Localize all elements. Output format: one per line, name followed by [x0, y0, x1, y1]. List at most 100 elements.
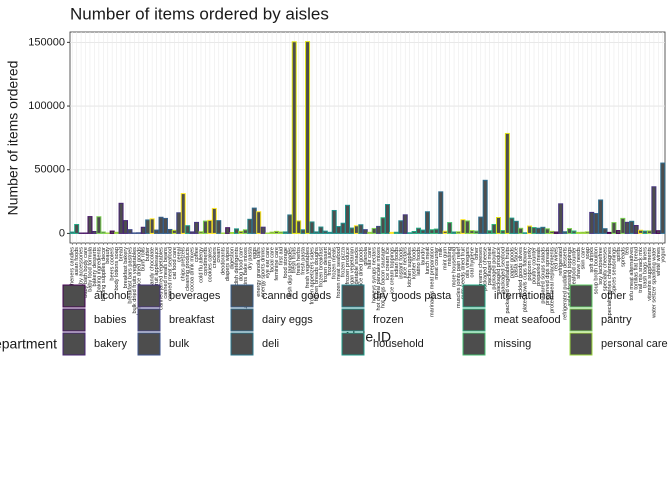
bar	[571, 230, 577, 234]
bar	[420, 229, 426, 234]
x-tick-label: soup broth bouillon	[594, 247, 600, 294]
x-tick-label: food storage	[283, 247, 289, 278]
x-tick-label: canned jarred vegetables	[159, 247, 165, 310]
bar	[234, 228, 240, 234]
x-tick-label: packaged produce	[496, 247, 502, 293]
bar	[464, 220, 470, 234]
x-tick-label: red wines	[554, 247, 560, 271]
bar	[593, 213, 599, 234]
x-tick-label: prepared soups salads	[540, 247, 546, 304]
bar	[358, 224, 364, 234]
x-tick-label: beers coolers	[110, 247, 116, 281]
bar	[473, 230, 479, 234]
bar	[411, 230, 417, 234]
bar	[371, 227, 377, 234]
bar	[349, 227, 355, 234]
x-tick-label: coffee	[194, 247, 200, 262]
x-tick-label: other creams cheeses	[478, 247, 484, 302]
y-tick-label: 0	[59, 227, 65, 239]
x-tick-label: baking ingredients	[96, 247, 102, 293]
x-tick-label: salad dressing toppings	[567, 247, 573, 306]
x-tick-label: digestion	[230, 247, 236, 269]
x-tick-label: canned meat seafood	[167, 247, 173, 301]
bar	[527, 225, 533, 234]
bar	[340, 222, 346, 234]
bar	[433, 228, 439, 234]
bar	[287, 214, 293, 234]
bar	[202, 220, 208, 234]
bar	[291, 41, 297, 234]
x-tick-label: baby accessories	[79, 247, 85, 290]
x-tick-label: cocoa drink mixes	[190, 247, 196, 292]
x-tick-label: mint gum	[443, 247, 449, 270]
bar	[309, 221, 315, 234]
bar	[242, 229, 248, 234]
bar	[167, 228, 173, 234]
x-tick-label: doughs gelatins bake mixes	[243, 247, 249, 316]
bar	[300, 229, 306, 234]
bar	[575, 231, 581, 234]
x-tick-label: baking supplies decor	[101, 247, 107, 301]
x-tick-label: fruit vegetable snacks	[354, 247, 360, 301]
legend-key	[462, 308, 486, 332]
x-tick-label: canned fruit applesauce	[154, 247, 160, 306]
x-tick-label: spirits	[616, 247, 622, 262]
bar	[447, 222, 453, 234]
legend-label: other	[601, 290, 626, 302]
x-tick-label: soy lactosefree	[598, 247, 604, 285]
legend-key	[230, 332, 254, 356]
x-tick-label: specialty cheeses	[603, 247, 609, 291]
x-tick-label: bulk grains rice dried goods	[136, 247, 142, 316]
bar	[407, 232, 413, 234]
x-tick-label: vitamins supplements	[647, 247, 653, 301]
x-tick-label: fresh dips tapenades	[287, 247, 293, 299]
bar	[336, 226, 342, 234]
bar	[642, 230, 648, 234]
x-tick-label: ice cream toppings	[389, 247, 395, 294]
x-tick-label: yogurt	[660, 247, 666, 263]
bar	[87, 216, 93, 234]
bar	[345, 204, 351, 234]
bar	[127, 229, 133, 234]
bar	[646, 230, 652, 234]
bar	[491, 223, 497, 234]
x-tick-label: more household	[452, 247, 458, 287]
legend-label: canned goods	[262, 290, 332, 302]
legend-label: dairy eggs	[262, 314, 313, 326]
x-tick-label: baby bath body care	[83, 247, 89, 298]
legend-key	[137, 308, 161, 332]
bar	[367, 231, 373, 234]
x-tick-label: tofu meat alternatives	[629, 247, 635, 301]
bar	[424, 211, 430, 234]
bar	[305, 41, 311, 234]
bar	[207, 219, 213, 234]
bar	[273, 230, 279, 234]
x-tick-label: prepared meals	[536, 247, 542, 286]
legend-key	[230, 308, 254, 332]
bar	[123, 220, 129, 234]
x-tick-label: granola	[363, 246, 369, 266]
bar	[282, 231, 288, 234]
bar	[114, 231, 120, 234]
bar	[69, 231, 75, 234]
x-tick-label: cold flu allergy	[198, 247, 204, 283]
bar	[140, 226, 146, 234]
bar	[216, 220, 222, 234]
bar	[393, 231, 399, 234]
x-tick-label: pickled goods olives	[518, 247, 524, 297]
bar	[229, 232, 235, 234]
bar	[100, 231, 106, 234]
bar	[238, 230, 244, 234]
x-tick-label: tea	[625, 246, 631, 255]
legend-label: beverages	[169, 290, 221, 302]
x-tick-label: frozen juice	[327, 247, 333, 276]
legend-label: meat seafood	[494, 314, 561, 326]
bar	[504, 132, 510, 234]
x-tick-label: bakery desserts	[92, 247, 98, 287]
bar	[225, 227, 231, 234]
legend-key	[137, 332, 161, 356]
x-tick-label: soap	[585, 247, 591, 259]
x-tick-label: water seltzer sparkling water	[651, 247, 657, 319]
x-tick-label: crackers	[212, 247, 218, 268]
bar	[553, 231, 559, 234]
